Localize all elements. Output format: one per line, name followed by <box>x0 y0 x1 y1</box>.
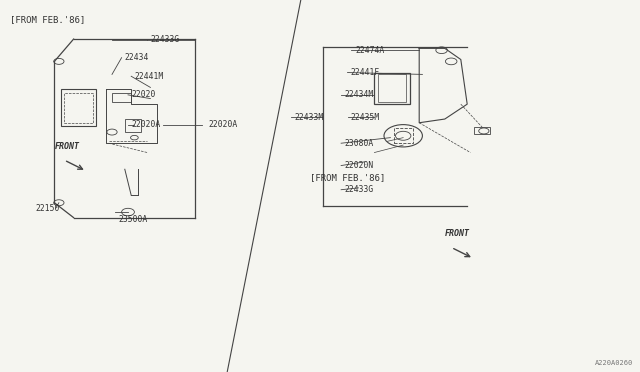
Text: 22441F: 22441F <box>351 68 380 77</box>
Text: 22434: 22434 <box>125 53 149 62</box>
Bar <box>394 128 413 143</box>
Text: [FROM FEB.'86]: [FROM FEB.'86] <box>310 173 386 182</box>
Bar <box>112 93 131 102</box>
Text: [FROM FEB.'86]: [FROM FEB.'86] <box>10 15 85 24</box>
Text: 22474A: 22474A <box>355 46 385 55</box>
Text: 22434M: 22434M <box>344 90 374 99</box>
Bar <box>125 119 141 132</box>
Text: 22435M: 22435M <box>351 113 380 122</box>
Text: 22433G: 22433G <box>150 35 180 44</box>
Text: 22433M: 22433M <box>294 113 324 122</box>
Bar <box>474 127 490 134</box>
Text: 22150: 22150 <box>35 204 60 213</box>
Text: 23080A: 23080A <box>344 139 374 148</box>
Bar <box>64 93 93 123</box>
Bar <box>61 89 96 126</box>
Text: 22020A: 22020A <box>208 120 237 129</box>
Bar <box>374 73 410 104</box>
Text: 22020: 22020 <box>131 90 156 99</box>
Text: 22441M: 22441M <box>134 72 164 81</box>
Text: FRONT: FRONT <box>445 229 470 238</box>
Text: 22433G: 22433G <box>344 185 374 194</box>
Text: A220A0260: A220A0260 <box>595 360 634 366</box>
Text: 22020N: 22020N <box>344 161 374 170</box>
Text: 22020A: 22020A <box>131 120 161 129</box>
Bar <box>378 74 406 102</box>
Text: 23500A: 23500A <box>118 215 148 224</box>
Text: FRONT: FRONT <box>54 142 79 151</box>
